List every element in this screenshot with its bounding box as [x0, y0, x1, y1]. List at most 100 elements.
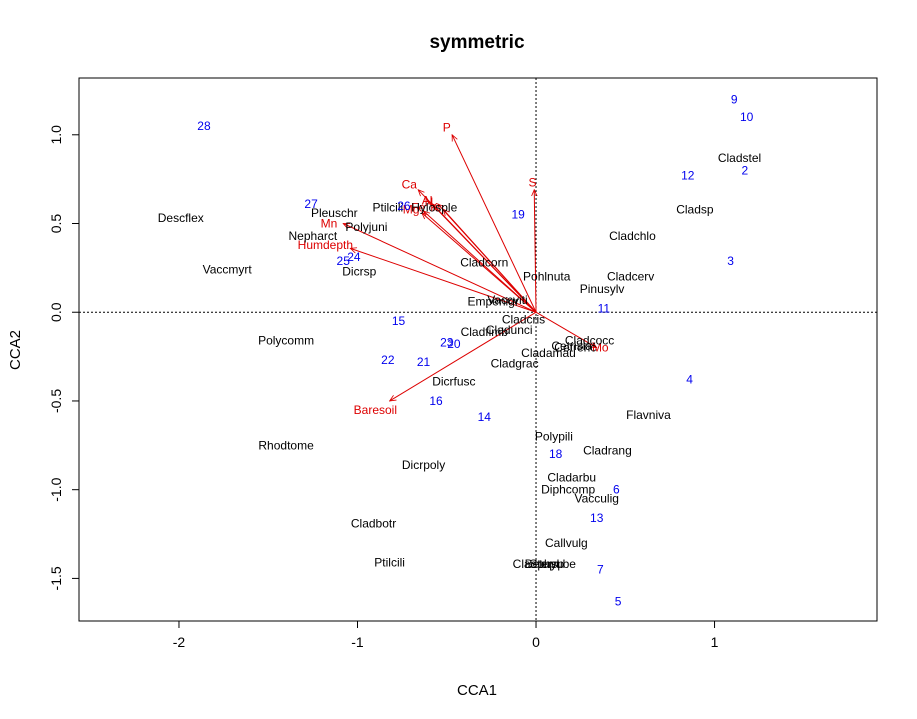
env-label-al: Al — [422, 193, 433, 207]
x-axis-label: CCA1 — [457, 682, 497, 699]
site-label: 12 — [681, 169, 695, 183]
species-label: Stersp — [529, 557, 564, 571]
site-label: 3 — [727, 254, 734, 268]
site-label: 21 — [417, 355, 431, 369]
species-label: Cladcerv — [607, 270, 654, 284]
species-label: Empenigr — [467, 295, 518, 309]
species-label: Cladamau — [521, 346, 576, 360]
species-label: Ptilcili — [373, 201, 404, 215]
x-tick-label: 0 — [532, 634, 540, 650]
reference-lines — [79, 78, 877, 621]
site-label: 13 — [590, 511, 604, 525]
species-label: Pohlnuta — [523, 270, 571, 284]
species-label: Cetreric — [554, 341, 596, 355]
site-label: 11 — [598, 302, 611, 316]
env-label-p: P — [443, 121, 451, 135]
site-label: 2 — [742, 163, 749, 177]
site-label: 14 — [478, 410, 492, 424]
env-label-n: N — [425, 195, 434, 209]
site-label: 20 — [447, 337, 461, 351]
x-tick-label: -2 — [173, 634, 186, 650]
species-label: Cladsp — [676, 202, 714, 216]
y-tick-label: 1.0 — [48, 125, 64, 145]
species-label: Cladunci — [486, 323, 533, 337]
species-label: Descflex — [158, 211, 204, 225]
species-label: Betupube — [525, 557, 577, 571]
env-arrow-p — [451, 135, 537, 313]
species-label: Rhodtome — [258, 438, 314, 452]
species-label: Cladbotr — [351, 516, 396, 530]
site-label: 23 — [440, 335, 454, 349]
site-label: 15 — [392, 314, 406, 328]
env-arrow-s — [534, 190, 536, 313]
site-label: 7 — [597, 563, 604, 577]
x-tick-label: -1 — [351, 634, 364, 650]
species-label: Pleuschr — [311, 206, 358, 220]
env-arrow-baresoil — [390, 311, 537, 401]
site-label: 19 — [511, 208, 525, 222]
site-label: 24 — [347, 250, 361, 264]
env-label-s: S — [528, 176, 536, 190]
species-label: Dicrsp — [342, 264, 376, 278]
species-label: Cladgrac — [491, 357, 539, 371]
species-label: Vaccmyrt — [203, 263, 253, 277]
species-label: Callvulg — [545, 536, 588, 550]
species-label: Cladfimb — [461, 325, 509, 339]
y-axis-label: CCA2 — [7, 330, 24, 370]
axes: -2 -1 0 1 -1.5 -1.0 -0.5 0.0 0.5 1.0 — [48, 125, 719, 650]
y-tick-label: -1.5 — [48, 566, 64, 590]
plot-area-frame — [78, 77, 878, 622]
species-label: Vacculig — [574, 492, 618, 506]
species-label: Hylosple — [411, 201, 457, 215]
env-arrow-al — [432, 204, 537, 313]
env-arrow-fe — [424, 211, 537, 313]
species-label: Cladstel — [718, 151, 761, 165]
y-tick-label: -1.0 — [48, 477, 64, 501]
env-label-ca: Ca — [402, 177, 418, 191]
site-label: 28 — [197, 119, 211, 133]
chart-title: symmetric — [429, 32, 524, 53]
site-label: 25 — [337, 254, 351, 268]
env-arrow-humdepth — [350, 248, 537, 313]
env-label-mn: Mn — [321, 217, 338, 231]
species-label: Vaccviti — [487, 293, 527, 307]
site-label: 27 — [304, 197, 318, 211]
species-label: Dicrpoly — [402, 458, 445, 472]
species-label: Nepharct — [289, 229, 338, 243]
site-label: 18 — [549, 447, 563, 461]
site-label: 22 — [381, 353, 395, 367]
site-label: 5 — [615, 594, 622, 608]
species-label: Polycomm — [258, 334, 314, 348]
site-label: 26 — [397, 199, 411, 213]
env-arrow-mn — [343, 223, 537, 313]
env-label-k: K — [430, 201, 438, 215]
species-label: Polypili — [535, 429, 573, 443]
env-label-baresoil: Baresoil — [354, 403, 397, 417]
species-label: Diphcomp — [541, 483, 595, 497]
species-label: Pinusylv — [580, 282, 625, 296]
env-label-mg: Mg — [403, 202, 420, 216]
site-label: 6 — [613, 483, 620, 497]
site-label: 4 — [686, 373, 693, 387]
env-label-humdepth: Humdepth — [298, 238, 353, 252]
species-label: Flavniva — [626, 408, 671, 422]
y-tick-label: -0.5 — [48, 389, 64, 413]
env-arrow-n — [438, 204, 537, 313]
species-label: Polyjuni — [345, 220, 387, 234]
y-tick-label: 0.0 — [48, 302, 64, 322]
species-label: Cladrang — [583, 444, 632, 458]
species-label: Dicrfusc — [432, 374, 475, 388]
species-label: Ptilcili — [374, 555, 405, 569]
species-label: Cladcorn — [460, 256, 508, 270]
env-label-fe: Fe — [411, 201, 425, 215]
species-label: Cladphyl — [513, 557, 560, 571]
x-tick-label: 1 — [711, 634, 719, 650]
y-tick-label: 0.5 — [48, 214, 64, 234]
site-label: 16 — [429, 394, 443, 408]
species-label: Cladcocc — [565, 334, 614, 348]
env-arrow-mo — [535, 311, 597, 347]
